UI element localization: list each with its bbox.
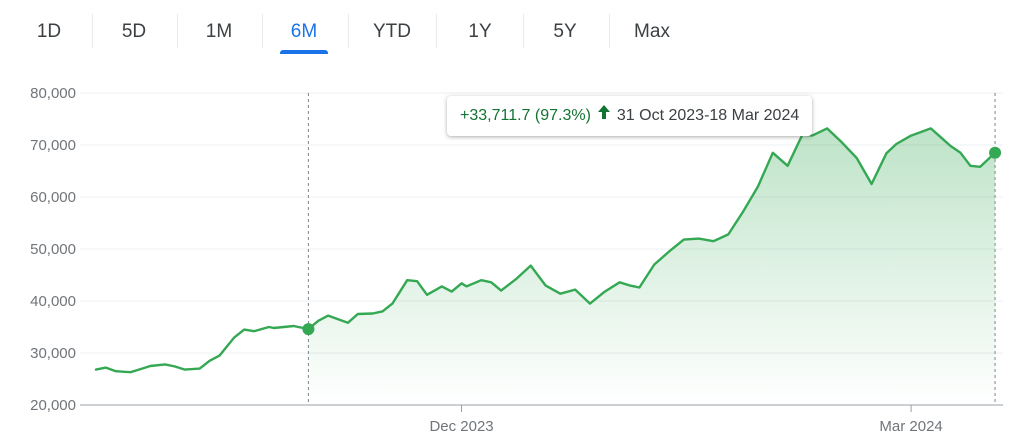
y-tick-label: 50,000 [30,241,76,258]
y-tick-label: 40,000 [30,293,76,310]
tab-1m[interactable]: 1M [197,12,241,52]
tab-6m[interactable]: 6M [280,12,328,54]
selection-area-fill [308,128,996,405]
tab-separator [436,14,437,48]
y-tick-label: 70,000 [30,137,76,154]
tab-label: Max [634,21,670,42]
tab-separator [261,14,263,48]
y-tick-label: 60,000 [30,189,76,206]
arrow-up-icon [597,96,611,136]
x-tick-label: Dec 2023 [429,418,493,435]
tab-5y[interactable]: 5Y [545,12,585,52]
tab-label: YTD [373,21,411,42]
selection-end-point[interactable] [989,146,1002,159]
tab-label: 1D [36,21,62,42]
tab-label: 6M [290,21,318,42]
tab-separator [176,14,178,48]
tab-max[interactable]: Max [626,12,678,52]
tab-separator [348,14,349,48]
tab-label: 1Y [468,21,492,42]
tab-5d[interactable]: 5D [114,12,154,52]
change-value: +33,711.7 (97.3%) [460,107,591,124]
tab-label: 5D [121,21,147,42]
y-tick-label: 20,000 [30,397,76,414]
tab-1y[interactable]: 1Y [460,12,500,52]
tab-separator [608,14,610,48]
price-line-series [94,127,997,374]
selection-start-point[interactable] [302,323,315,336]
change-tooltip: +33,711.7 (97.3%) 31 Oct 2023-18 Mar 2024 [447,96,813,136]
tab-label: 1M [205,21,233,42]
tab-ytd[interactable]: YTD [366,12,418,52]
tab-1d[interactable]: 1D [29,12,69,52]
date-range: 31 Oct 2023-18 Mar 2024 [616,107,800,124]
range-tab-bar: 1D 5D 1M 6M YTD 1Y 5Y Max [0,0,1032,60]
y-tick-label: 80,000 [30,85,76,102]
tab-separator [91,14,93,48]
tab-separator [522,14,524,48]
x-tick-label: Mar 2024 [879,418,942,435]
y-tick-label: 30,000 [30,345,76,362]
active-tab-indicator [280,50,328,54]
tab-label: 5Y [553,21,577,42]
price-chart: 20,000 30,000 40,000 50,000 60,000 70,000 80,0… [30,85,1003,435]
